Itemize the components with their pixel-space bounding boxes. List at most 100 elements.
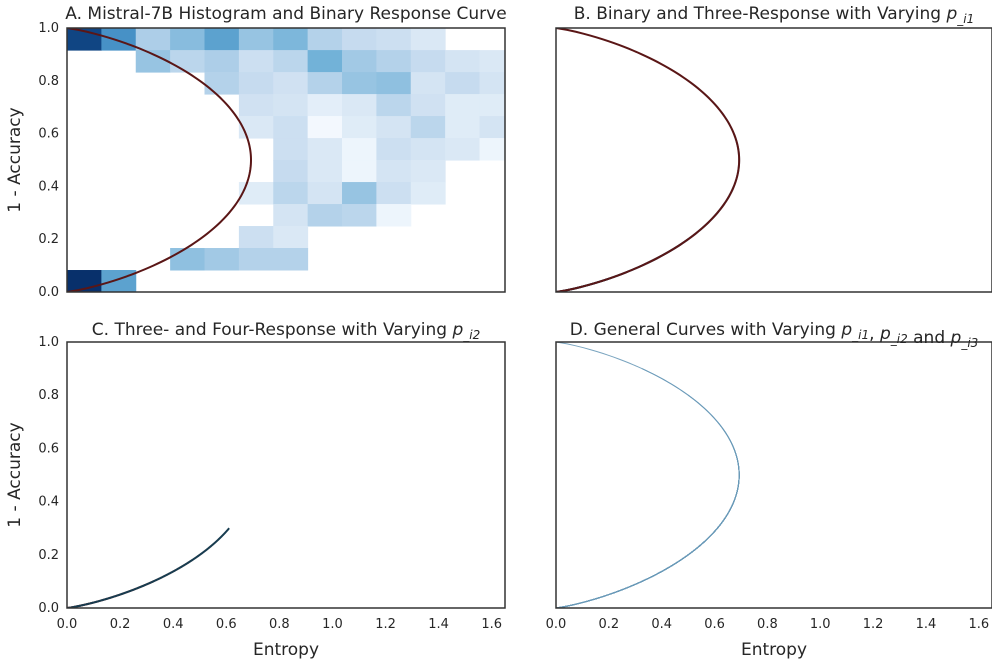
panel-d-xlabel: Entropy [741, 640, 807, 660]
x-tick-label: 1.0 [322, 617, 343, 632]
panel-d-title-part: _i2 [890, 332, 908, 346]
y-tick-label: 0.8 [38, 388, 59, 403]
heatmap-cell [342, 116, 377, 139]
x-tick-label: 0.4 [163, 617, 184, 632]
y-tick-label: 1.0 [38, 21, 59, 36]
heatmap-cell [238, 116, 274, 139]
heatmap-cell [204, 72, 240, 95]
heatmap-cell [273, 94, 309, 117]
heatmap-cell [101, 270, 137, 292]
three-response-curve [556, 421, 740, 608]
panel-d-title-part: p [840, 320, 852, 340]
x-tick-label: 0.0 [57, 617, 78, 632]
panel-d-title-part: p [879, 324, 891, 344]
panel-c: 0.0 0.2 0.4 0.6 0.8 1.0 0.0 0.2 0.4 0.6 0.8 1.0 1.2… [5, 320, 506, 660]
heatmap-cell [342, 94, 377, 117]
three-response-curve [556, 580, 643, 608]
heatmap-cell [170, 50, 206, 73]
heatmap-cell [376, 50, 412, 73]
three-response-curve [556, 474, 740, 608]
heatmap-cell [376, 94, 412, 117]
y-tick-label: 0.0 [38, 285, 59, 300]
three-response-curve [556, 238, 689, 292]
y-tick-label: 0.6 [38, 441, 59, 456]
heatmap-cell [238, 94, 274, 117]
three-response-curve [556, 79, 741, 292]
heatmap-cell [479, 72, 505, 95]
four-response-curve [556, 589, 623, 608]
three-response-curve [556, 554, 689, 608]
four-response-curve [556, 517, 726, 608]
four-response-curve [556, 547, 698, 608]
heatmap-cell [376, 204, 412, 227]
three-response-curve [556, 133, 741, 292]
four-response-curve [556, 491, 738, 608]
panel-d-curves [556, 342, 740, 608]
heatmap-cell [479, 116, 505, 139]
four-response-curve [556, 443, 740, 608]
heatmap-cell [410, 94, 446, 117]
four-response-curve [556, 590, 618, 608]
x-tick-label: 1.6 [481, 617, 502, 632]
panel-c-title-text: C. Three- and Four-Response with Varying [92, 320, 453, 340]
x-tick-label: 0.0 [546, 617, 567, 632]
panel-d-title-part: , [869, 324, 880, 344]
three-response-curve [556, 501, 735, 608]
three-response-curve [556, 368, 740, 608]
panel-d-frame [555, 341, 992, 609]
y-tick-label: 0.4 [38, 495, 59, 510]
panel-d-title-part: _i3 [960, 336, 978, 350]
x-tick-label: 0.8 [757, 617, 778, 632]
heatmap-cell [238, 72, 274, 95]
four-response-curve [67, 559, 193, 608]
binary-response-curve [556, 342, 740, 608]
y-tick-label: 0.2 [38, 548, 59, 563]
heatmap-cell [445, 116, 481, 139]
heatmap-cell [307, 72, 343, 95]
heatmap-cell [307, 94, 343, 117]
heatmap-cell [238, 182, 274, 205]
panel-b-curves [556, 28, 741, 292]
heatmap-cell [445, 72, 481, 95]
heatmap-cell [410, 28, 446, 51]
x-tick-label: 1.2 [863, 617, 884, 632]
heatmap-cell [238, 50, 274, 73]
heatmap-cell [273, 160, 309, 183]
heatmap-cell [135, 50, 171, 73]
four-response-curve [556, 534, 712, 608]
heatmap-cell [514, 94, 549, 116]
x-tick-label: 0.6 [216, 617, 237, 632]
heatmap-cell [273, 182, 309, 205]
four-response-curve [556, 527, 718, 608]
four-response-curve [556, 473, 740, 608]
x-tick-label: 0.4 [651, 617, 672, 632]
panel-c-frame [66, 341, 506, 609]
four-response-curve [556, 567, 668, 608]
panel-d-title-part: D. General Curves with Varying [570, 320, 842, 340]
heatmap-cell [170, 28, 206, 51]
heatmap-cell [410, 138, 446, 161]
four-response-curve [556, 562, 677, 608]
panel-b-title-math: p [945, 4, 957, 24]
heatmap-cell [307, 160, 343, 183]
panel-a-curves [67, 28, 253, 292]
four-response-curve [556, 552, 691, 608]
heatmap-cell [204, 248, 240, 271]
heatmap-cell [307, 116, 343, 139]
four-response-curve [556, 468, 740, 608]
y-tick-label: 0.0 [38, 601, 59, 616]
panel-d-xticks: 0.0 0.2 0.4 0.6 0.8 1.0 1.2 1.4 1.6 [546, 617, 989, 632]
heatmap-cell [307, 28, 343, 51]
four-response-curve [556, 516, 727, 608]
heatmap-cell [238, 248, 274, 271]
heatmap-cell [479, 94, 505, 117]
heatmap-cell [342, 50, 377, 73]
four-response-curve [556, 498, 736, 608]
four-response-curve [556, 488, 739, 608]
heatmap-cell [307, 182, 343, 205]
heatmap-cell [273, 116, 309, 139]
panel-c-xticks: 0.0 0.2 0.4 0.6 0.8 1.0 1.2 1.4 1.6 [57, 617, 502, 632]
heatmap-cell [376, 116, 412, 139]
three-response-curve [556, 527, 718, 608]
x-tick-label: 0.8 [269, 617, 290, 632]
